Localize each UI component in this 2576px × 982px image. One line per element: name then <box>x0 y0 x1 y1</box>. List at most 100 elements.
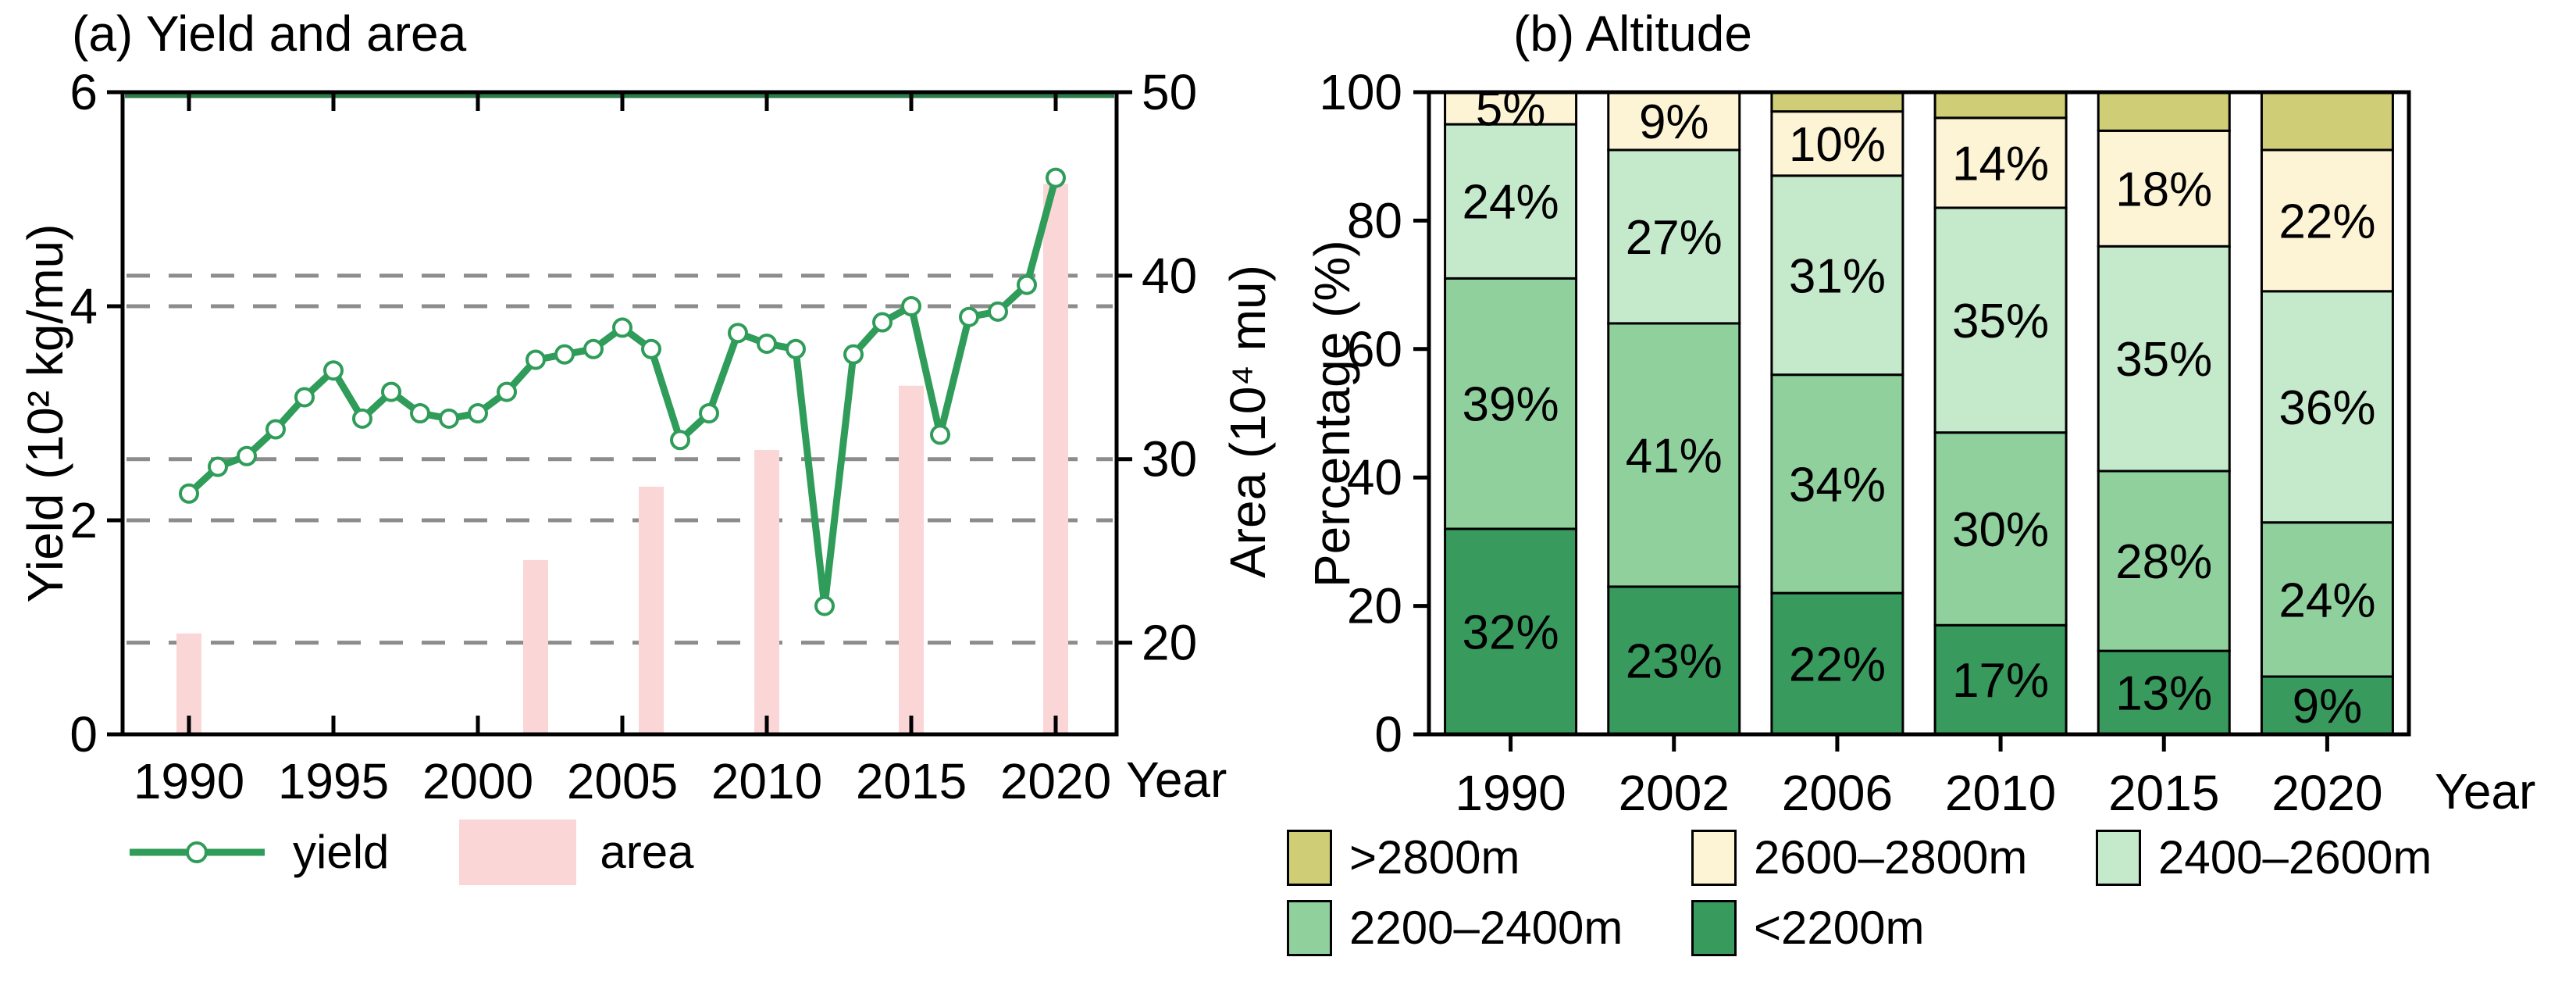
yield-marker <box>554 344 575 365</box>
legend-item-2400-2600: 2400–2600m <box>2096 827 2432 889</box>
altitude-segment <box>2260 521 2394 678</box>
panel-b-title: (b) Altitude <box>1513 5 1752 62</box>
segment-percent-label: 23% <box>1626 634 1723 688</box>
2400-2600-swatch <box>2096 830 2141 886</box>
ytick-left-label: 0 <box>69 706 98 762</box>
plot-frame-a <box>120 90 1119 737</box>
altitude-segment <box>1444 277 1578 530</box>
area-bar <box>754 449 779 734</box>
yield-marker <box>757 333 777 354</box>
segment-percent-label: 22% <box>1789 638 1886 692</box>
xtick-label: 2020 <box>1000 753 1111 809</box>
yield-marker <box>439 408 459 429</box>
altitude-segment <box>2097 245 2231 473</box>
yield-marker <box>959 306 979 327</box>
segment-percent-label: 9% <box>1639 95 1709 149</box>
ytick-right-label: 50 <box>1142 64 1197 120</box>
xtick-label: 1990 <box>1455 765 1566 821</box>
yield-marker <box>728 323 748 344</box>
altitude-segment <box>1607 148 1741 325</box>
yield-marker <box>237 445 257 466</box>
segment-percent-label: 36% <box>2278 381 2375 435</box>
area-bar <box>1043 184 1068 734</box>
panel-b-xaxis-label: Year <box>2435 763 2536 820</box>
yield-marker <box>1017 274 1037 295</box>
xtick-label: 2015 <box>2108 765 2219 821</box>
segment-percent-label: 34% <box>1789 458 1886 512</box>
altitude-segment <box>2260 290 2394 524</box>
altitude-segment <box>1444 123 1578 280</box>
altitude-segment <box>1933 623 2068 736</box>
altitude-segment <box>2097 470 2231 652</box>
segment-percent-label: 14% <box>1952 137 2049 191</box>
percentage-axis-label: Percentage (%) <box>1304 240 1360 587</box>
legend-area-swatch <box>459 820 577 885</box>
ytick-left-label: 6 <box>69 64 98 120</box>
lt2200-label: <2200m <box>1754 902 1925 954</box>
yield-marker <box>670 430 690 451</box>
altitude-segment <box>2260 148 2394 293</box>
plot-frame-b <box>1427 90 2411 737</box>
xtick-label: 2010 <box>1945 765 2056 821</box>
yield-marker <box>786 338 806 359</box>
xtick-label: 2010 <box>711 753 822 809</box>
segment-percent-label: 9% <box>2293 680 2363 734</box>
gt2800-swatch <box>1287 830 1332 886</box>
segment-percent-label: 30% <box>1952 503 2049 557</box>
altitude-segment <box>1770 91 1904 113</box>
yield-marker <box>179 483 199 504</box>
yield-marker <box>901 296 921 316</box>
segment-percent-label: 22% <box>2278 195 2375 248</box>
altitude-segment <box>1770 110 1904 177</box>
yield-marker <box>1046 167 1066 188</box>
xtick-label: 2000 <box>422 753 533 809</box>
altitude-segment <box>1933 91 2068 120</box>
ytick-right-label: 30 <box>1142 431 1197 487</box>
2600-2800-swatch <box>1691 830 1737 886</box>
altitude-segment <box>1444 527 1578 736</box>
yield-marker <box>294 387 315 408</box>
panel-a-title: (a) Yield and area <box>72 5 467 62</box>
ytick-right-label: 40 <box>1142 248 1197 304</box>
legend-area-label: area <box>600 826 694 878</box>
segment-percent-label: 24% <box>1463 176 1559 230</box>
segment-percent-label: 24% <box>2278 573 2375 627</box>
area-axis-label: Area (10⁴ mu) <box>1220 265 1276 578</box>
yield-marker <box>814 595 835 616</box>
xtick-label: 2002 <box>1619 765 1730 821</box>
ytick-label: 60 <box>1347 321 1402 377</box>
area-bar <box>899 385 924 734</box>
ytick-label: 40 <box>1347 449 1402 505</box>
segment-percent-label: 39% <box>1463 378 1559 432</box>
yield-marker <box>930 424 950 445</box>
area-bar <box>639 486 664 734</box>
2200-2400-label: 2200–2400m <box>1349 902 1623 954</box>
segment-percent-label: 18% <box>2115 162 2212 216</box>
xtick-label: 1995 <box>278 753 389 809</box>
yield-marker <box>208 456 228 477</box>
legend-line-marker <box>186 841 208 863</box>
ytick-label: 100 <box>1319 64 1402 120</box>
panel-a-xaxis-label: Year <box>1126 752 1227 808</box>
legend-item-2200-2400: 2200–2400m <box>1287 897 1623 959</box>
altitude-segment <box>1607 322 1741 588</box>
legend-yield-label: yield <box>293 826 390 878</box>
segment-percent-label: 35% <box>2115 333 2212 387</box>
panel-a-legend: yield area <box>125 819 694 886</box>
segment-percent-label: 31% <box>1789 249 1886 303</box>
ytick-right-label: 20 <box>1142 615 1197 671</box>
xtick-label: 1990 <box>134 753 244 809</box>
altitude-segment <box>1933 431 2068 627</box>
segment-percent-label: 27% <box>1626 211 1723 265</box>
legend-item-gt2800: >2800m <box>1287 827 1520 889</box>
2200-2400-swatch <box>1287 900 1332 956</box>
altitude-segment <box>2097 91 2231 132</box>
yield-axis-label: Yield (10² kg/mu) <box>17 223 73 603</box>
xtick-label: 2015 <box>856 753 967 809</box>
yield-marker <box>843 344 864 365</box>
yield-line <box>185 174 1060 610</box>
altitude-segment <box>2260 91 2394 152</box>
segment-percent-label: 32% <box>1463 605 1559 659</box>
